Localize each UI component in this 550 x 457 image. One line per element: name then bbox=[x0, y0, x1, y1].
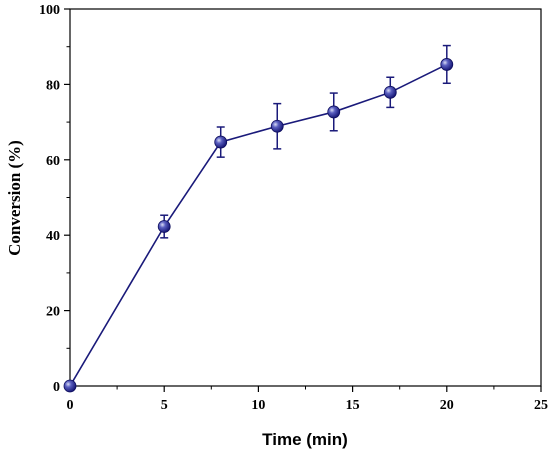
data-point bbox=[214, 135, 228, 149]
data-point bbox=[327, 105, 341, 119]
data-point bbox=[157, 220, 171, 233]
series-line bbox=[69, 63, 448, 387]
data-point bbox=[63, 379, 77, 393]
y-tick-label: 0 bbox=[53, 380, 60, 395]
x-axis-title: Time (min) bbox=[262, 430, 348, 449]
plot-frame bbox=[69, 8, 542, 387]
x-tick-label: 5 bbox=[161, 398, 168, 413]
y-tick-label: 100 bbox=[39, 3, 60, 18]
x-tick-label: 15 bbox=[346, 398, 360, 413]
series-layer bbox=[63, 44, 454, 393]
y-tick-label: 80 bbox=[46, 78, 60, 93]
x-tick-label: 20 bbox=[440, 398, 454, 413]
y-tick-label: 20 bbox=[46, 305, 60, 320]
data-point bbox=[270, 119, 284, 133]
data-point bbox=[440, 58, 454, 71]
x-tick-label: 10 bbox=[251, 398, 265, 413]
y-axis-title: Conversion (%) bbox=[5, 140, 24, 256]
x-tick-label: 0 bbox=[67, 398, 74, 413]
y-tick-label: 40 bbox=[46, 229, 60, 244]
x-tick-label: 25 bbox=[534, 398, 548, 413]
axes: 0 5 10 15 20 25 0 20 40 60 80 100 bbox=[39, 3, 548, 413]
data-point bbox=[383, 85, 397, 99]
y-tick-label: 60 bbox=[46, 154, 60, 169]
